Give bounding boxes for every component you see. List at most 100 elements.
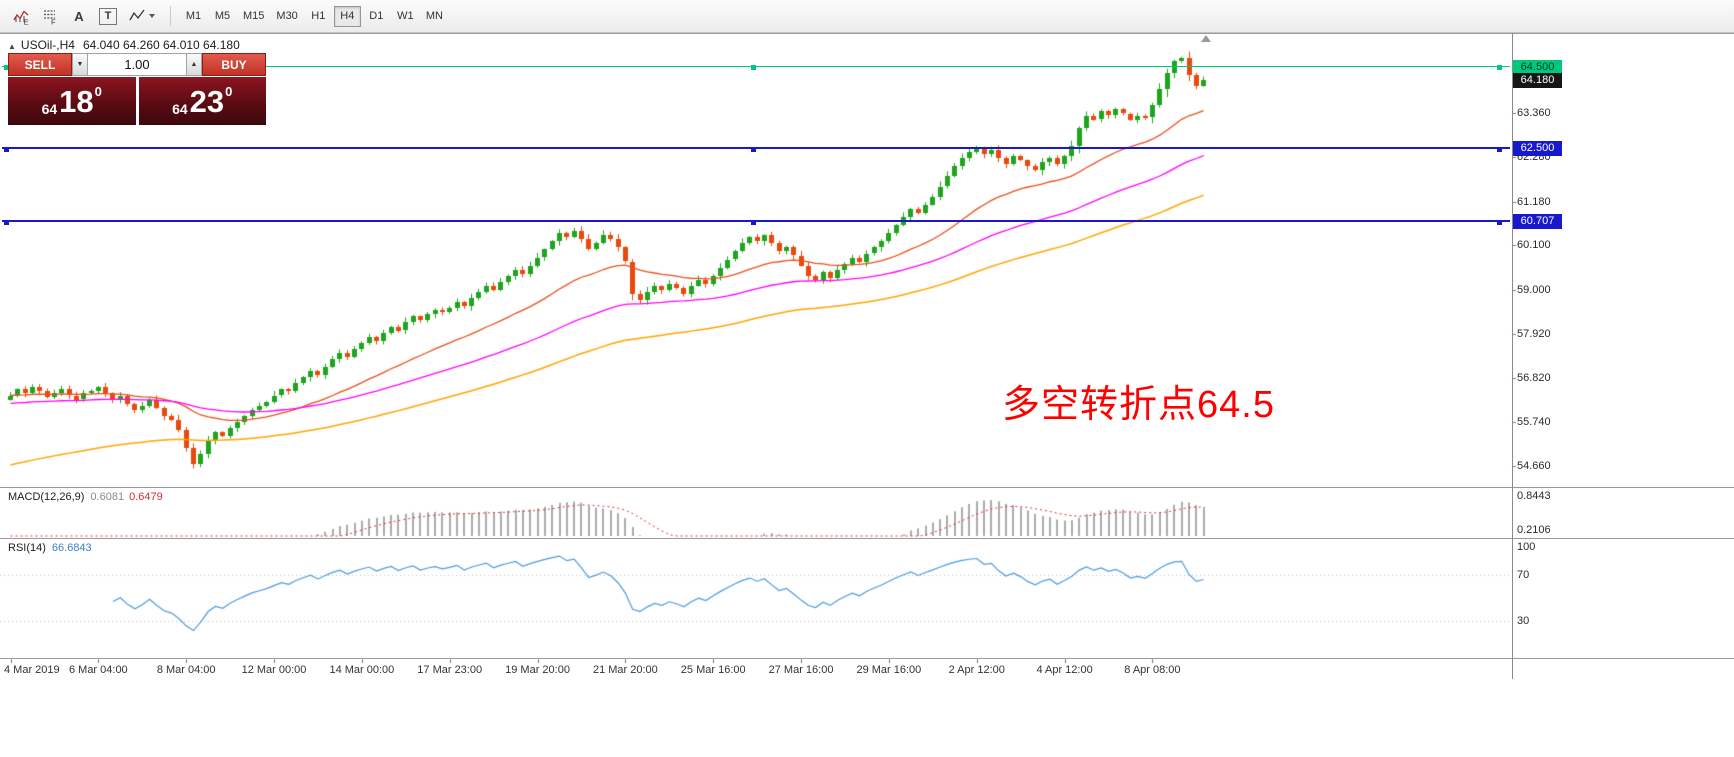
macd-scale-top-label: 0.8443 [1517,490,1551,502]
time-axis-label: 2 Apr 12:00 [948,664,1005,676]
price-badge-64.180: 64.180 [1513,72,1562,88]
chart-header: ▲ USOil-,H4 64.040 64.260 64.010 64.180 [8,38,240,52]
price-badge-62.500[interactable]: 62.500 [1513,141,1562,156]
price-scale-label: 56.820 [1517,372,1551,385]
pane-separator [0,33,1734,34]
price-scale-label: 61.180 [1517,195,1551,208]
chart-e-icon[interactable]: E [8,4,34,28]
list-f-icon[interactable]: F [37,4,63,28]
price-badge-60.707[interactable]: 60.707 [1513,213,1562,229]
price-scale-label: 55.740 [1517,416,1551,429]
rsi-scale-label: 100 [1517,541,1536,553]
volume-decrease-button[interactable]: ▼ [72,53,88,76]
macd-label: MACD(12,26,9) [8,491,85,503]
line-handle[interactable] [1497,65,1502,71]
trade-controls-row: SELL ▼ ▲ BUY [8,53,266,76]
horizontal-line-64.5[interactable] [2,65,1510,71]
timeframe-button-m5[interactable]: M5 [209,6,236,27]
trade-prices-row: 64 18 0 64 23 0 [8,77,266,125]
ask-price-prefix: 64 [172,101,188,117]
toolbar-separator [170,6,171,26]
price-scale-label: 57.920 [1517,327,1551,340]
time-axis-label: 4 Apr 12:00 [1036,664,1093,676]
time-axis-label: 29 Mar 16:00 [856,664,922,676]
timeframe-button-m1[interactable]: M1 [180,6,207,27]
chart-window: ▲ USOil-,H4 64.040 64.260 64.010 64.180 SE… [0,33,1734,757]
pane-separator[interactable] [0,658,1734,659]
time-axis-label: 25 Mar 16:00 [680,664,746,676]
letter-a-icon[interactable]: A [66,4,92,28]
main-toolbar: E F A T M1 M5 M15 M30 H1 H4 D1 W1 [0,0,1734,33]
timeframe-button-w1[interactable]: W1 [392,6,419,27]
volume-increase-button[interactable]: ▲ [186,53,202,76]
buy-button[interactable]: BUY [202,53,266,76]
price-chart-canvas[interactable] [0,33,1734,757]
macd-value-signal: 0.6479 [129,491,163,503]
time-axis-label: 12 Mar 00:00 [241,664,307,676]
macd-indicator-label: MACD(12,26,9) 0.6081 0.6479 [8,491,163,503]
line-handle[interactable] [751,147,756,152]
time-axis-label: 21 Mar 20:00 [592,664,658,676]
time-axis-label: 8 Mar 04:00 [156,664,216,676]
price-scale-label: 54.660 [1517,460,1551,473]
chart-annotation-text: 多空转折点64.5 [1002,384,1275,426]
bid-price-big: 18 [59,83,94,119]
rsi-label: RSI(14) [8,542,46,554]
price-badge-64.500[interactable]: 64.500 [1513,59,1562,75]
timeframe-button-d1[interactable]: D1 [363,6,390,27]
price-scale-label: 60.100 [1517,239,1551,252]
bid-price-prefix: 64 [41,101,58,117]
chart-ohlc-values: 64.040 64.260 64.010 64.180 [82,38,240,52]
time-axis-label: 27 Mar 16:00 [768,664,834,676]
pane-separator[interactable] [0,538,1734,539]
ask-price-display[interactable]: 64 23 0 [138,77,266,125]
time-axis-label: 6 Mar 04:00 [68,664,128,676]
macd-scale-bottom-label: 0.2106 [1517,524,1551,536]
time-axis-label: 19 Mar 20:00 [505,664,570,676]
line-handle[interactable] [1497,147,1502,152]
price-scale-border [1512,33,1513,679]
rsi-scale-label: 70 [1517,568,1530,581]
chart-shift-marker[interactable] [1201,35,1211,42]
price-scale-label: 63.360 [1517,107,1551,120]
pane-separator[interactable] [0,487,1734,488]
collapse-pane-icon[interactable]: ▲ [8,42,16,51]
volume-input[interactable] [88,53,186,76]
rsi-scale-label: 30 [1517,615,1530,628]
chevron-down-icon [148,14,155,18]
text-tool-icon[interactable]: T [95,4,121,28]
line-handle[interactable] [751,65,756,71]
timeframe-button-h1[interactable]: H1 [305,6,332,27]
wave-drawing-tool-icon[interactable] [124,4,158,28]
price-scale-label: 59.000 [1517,284,1551,297]
ask-price-big: 23 [189,83,225,119]
time-axis-label: 4 Mar 2019 [4,664,60,676]
timeframe-button-m30[interactable]: M30 [271,6,302,27]
time-axis-label: 14 Mar 00:00 [329,664,395,676]
timeframe-button-m15[interactable]: M15 [238,6,269,27]
rsi-indicator-label: RSI(14) 66.6843 [8,542,92,554]
line-handle[interactable] [751,219,756,225]
time-axis-label: 17 Mar 23:00 [417,664,483,676]
sell-button[interactable]: SELL [8,53,72,76]
line-handle[interactable] [4,65,9,71]
icon-letter: F [51,18,56,26]
time-axis-label: 8 Apr 08:00 [1124,664,1181,676]
line-handle[interactable] [4,219,9,225]
chart-symbol-title: USOil-,H4 [20,38,75,52]
line-handle[interactable] [4,147,9,152]
rsi-value: 66.6843 [51,542,92,554]
macd-value-main: 0.6081 [90,491,125,503]
line-handle[interactable] [1497,219,1502,225]
icon-letter: E [24,18,29,26]
horizontal-line-62.5[interactable] [2,147,1510,152]
bid-price-display[interactable]: 64 18 0 [8,77,136,125]
icon-letter: A [74,8,84,24]
timeframe-button-mn[interactable]: MN [421,6,448,27]
ask-price-sup: 0 [225,84,233,99]
timeframe-button-h4[interactable]: H4 [333,5,361,27]
horizontal-line-60.707[interactable] [2,219,1510,225]
bid-price-sup: 0 [94,84,102,99]
